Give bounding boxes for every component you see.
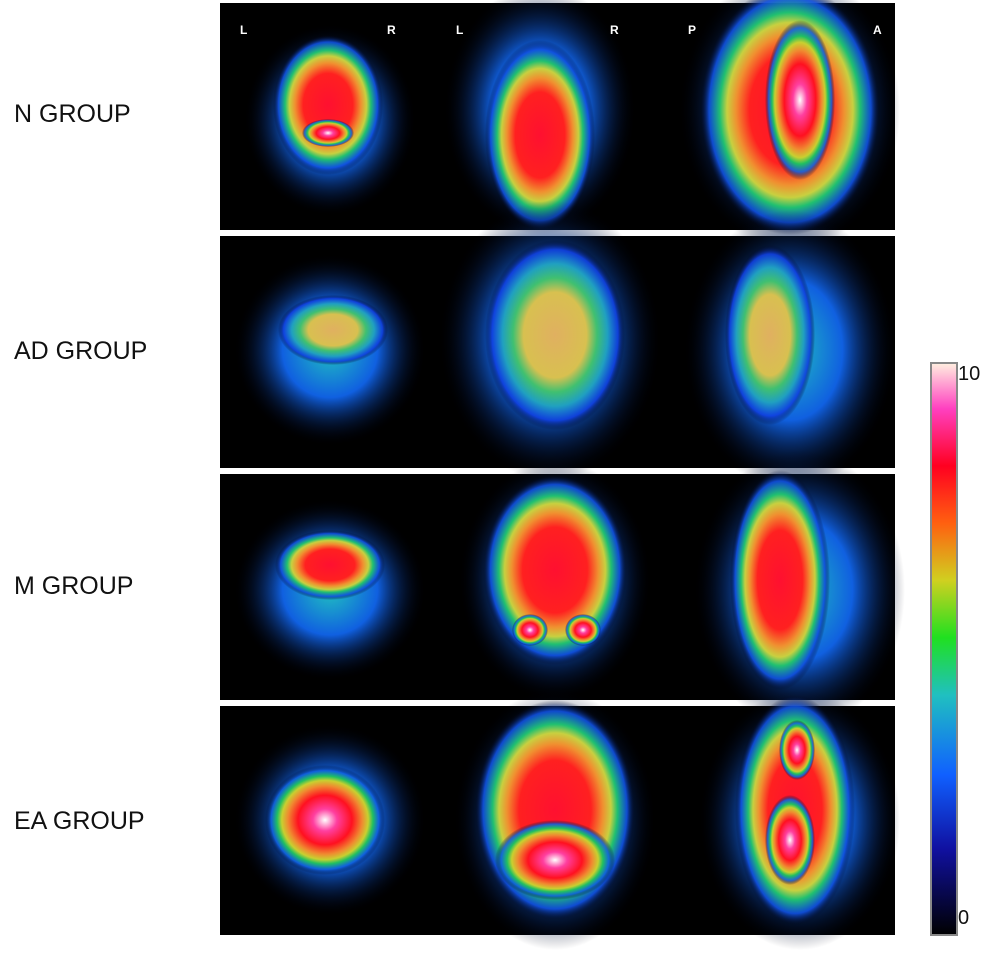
row-panel bbox=[220, 450, 905, 730]
row-panel bbox=[220, 200, 895, 490]
row-panel bbox=[220, 690, 900, 950]
row-label: M GROUP bbox=[14, 572, 134, 600]
orientation-label: L bbox=[456, 23, 463, 37]
row-panel bbox=[220, 0, 900, 250]
orientation-label: R bbox=[610, 23, 619, 37]
orientation-labels: L R L R P A bbox=[240, 23, 882, 37]
orientation-label: P bbox=[688, 23, 696, 37]
row-label: EA GROUP bbox=[14, 807, 145, 835]
colorbar bbox=[930, 362, 958, 936]
row-label: AD GROUP bbox=[14, 337, 148, 365]
row-label: N GROUP bbox=[14, 100, 131, 128]
colorbar-max: 10 bbox=[958, 363, 980, 385]
orientation-label: R bbox=[387, 23, 396, 37]
colorbar-min: 0 bbox=[958, 907, 969, 929]
orientation-label: A bbox=[873, 23, 882, 37]
orientation-label: L bbox=[240, 23, 247, 37]
